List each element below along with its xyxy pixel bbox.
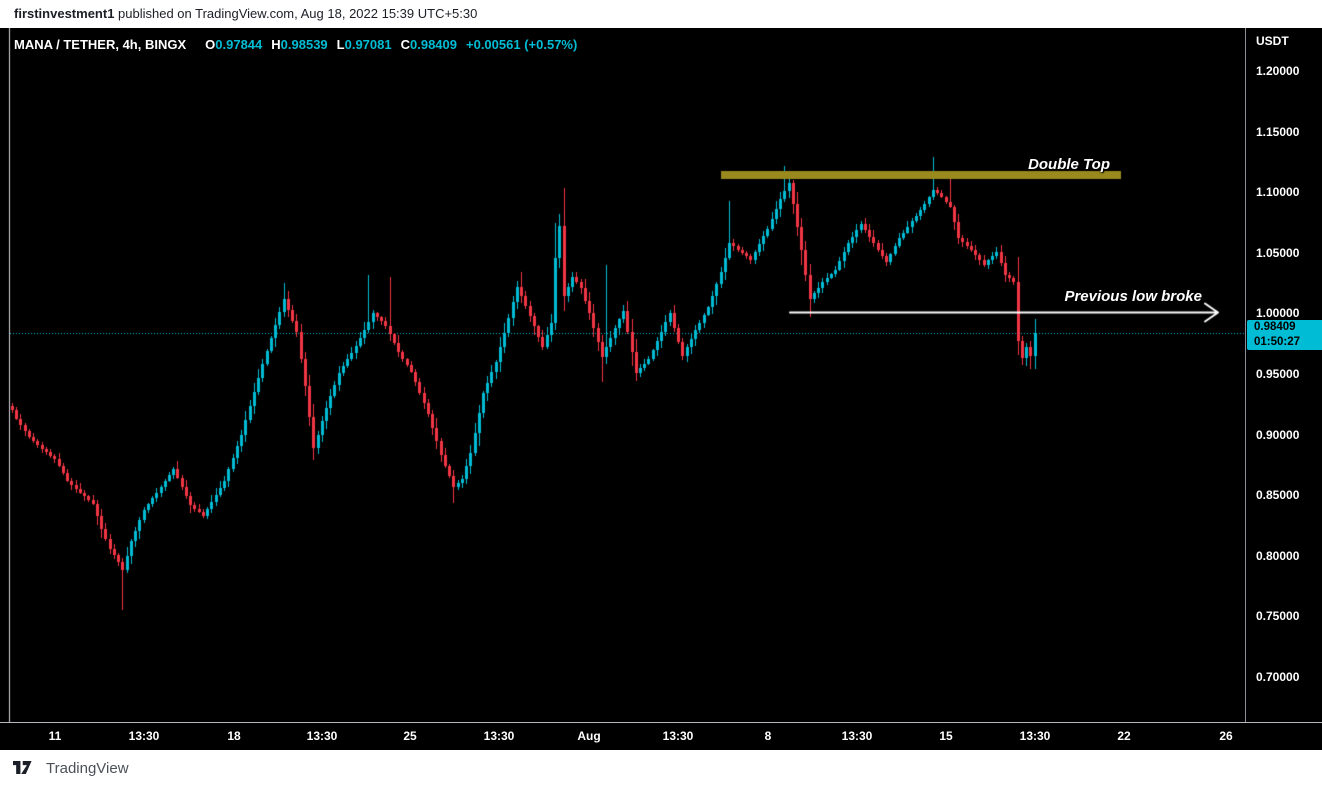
- time-tick: 15: [939, 729, 953, 743]
- price-tick: 1.20000: [1256, 64, 1300, 78]
- time-tick: Aug: [577, 729, 601, 743]
- price-tick: 1.05000: [1256, 245, 1300, 260]
- time-tick: 13:30: [841, 729, 873, 743]
- price-tick: 0.75000: [1256, 609, 1300, 624]
- time-tick: 18: [227, 729, 241, 743]
- price-tick: 0.80000: [1256, 548, 1300, 563]
- time-tick: 13:30: [128, 729, 160, 743]
- price-tick: 0.70000: [1256, 670, 1300, 684]
- price-tick: 0.85000: [1256, 488, 1300, 503]
- tradingview-wordmark: TradingView: [46, 759, 129, 777]
- time-tick: 22: [1117, 729, 1131, 743]
- countdown-timer: 01:50:27: [1254, 336, 1301, 348]
- price-axis-border: [1245, 28, 1246, 778]
- legend-ohlc-letter: L: [336, 37, 345, 52]
- published-text: published on TradingView.com, Aug 18, 20…: [114, 6, 478, 21]
- symbol-title: MANA / TETHER, 4h, BINGX: [14, 37, 187, 52]
- previous-low-label: Previous low broke: [1064, 288, 1202, 305]
- footer-bar: TradingView: [0, 750, 1322, 786]
- time-tick: 25: [403, 729, 417, 743]
- candlestick-chart-canvas[interactable]: [0, 28, 1245, 722]
- author-name: firstinvestment1: [14, 6, 115, 21]
- last-price-value: 0.98409: [1254, 321, 1296, 333]
- legend-ohlc-values: O0.97844 H0.98539 L0.97081 C0.98409: [196, 37, 457, 52]
- legend-ohlc-letter: H: [271, 37, 281, 52]
- legend-ohlc-letter: O: [205, 37, 216, 52]
- price-tick: 1.15000: [1256, 124, 1300, 139]
- legend-ohlc-value: 0.98539: [280, 37, 328, 52]
- legend-change: +0.00561 (+0.57%): [466, 37, 578, 52]
- published-bar: firstinvestment1 published on TradingVie…: [0, 0, 1322, 28]
- legend-ohlc-value: 0.98409: [410, 37, 457, 52]
- quote-currency-label: USDT: [1256, 34, 1289, 48]
- tradingview-logo-icon: [13, 761, 32, 775]
- legend-ohlc-value: 0.97081: [344, 37, 392, 52]
- time-tick: 13:30: [1019, 729, 1051, 743]
- chart-region: MANA / TETHER, 4h, BINGX O0.97844 H0.98539…: [0, 28, 1322, 778]
- price-axis[interactable]: USDT 1.20000 1.15000 1.10000 1.05000 1.00000…: [1246, 28, 1322, 750]
- price-tick: 1.00000: [1256, 306, 1300, 321]
- tradingview-link[interactable]: TradingView: [13, 750, 129, 786]
- price-tick: 0.90000: [1256, 427, 1300, 442]
- time-tick: 13:30: [662, 729, 694, 743]
- double-top-label: Double Top: [1028, 156, 1110, 173]
- legend-ohlc-value: 0.97844: [215, 37, 263, 52]
- symbol-legend: MANA / TETHER, 4h, BINGX O0.97844 H0.98539…: [14, 37, 577, 52]
- time-axis[interactable]: 11 13:30 18 13:30 25 13:30 Aug 13:30 8 13:30 15 13:…: [0, 722, 1322, 750]
- time-tick: 26: [1219, 729, 1233, 743]
- last-price-tag: 0.98409 01:50:27: [1247, 320, 1322, 350]
- time-tick: 11: [48, 729, 62, 743]
- legend-ohlc-letter: C: [400, 37, 410, 52]
- price-tick: 1.10000: [1256, 185, 1300, 200]
- time-tick: 13:30: [483, 729, 515, 743]
- price-tick: 0.95000: [1256, 367, 1300, 381]
- time-tick: 8: [764, 729, 772, 743]
- time-tick: 13:30: [306, 729, 338, 743]
